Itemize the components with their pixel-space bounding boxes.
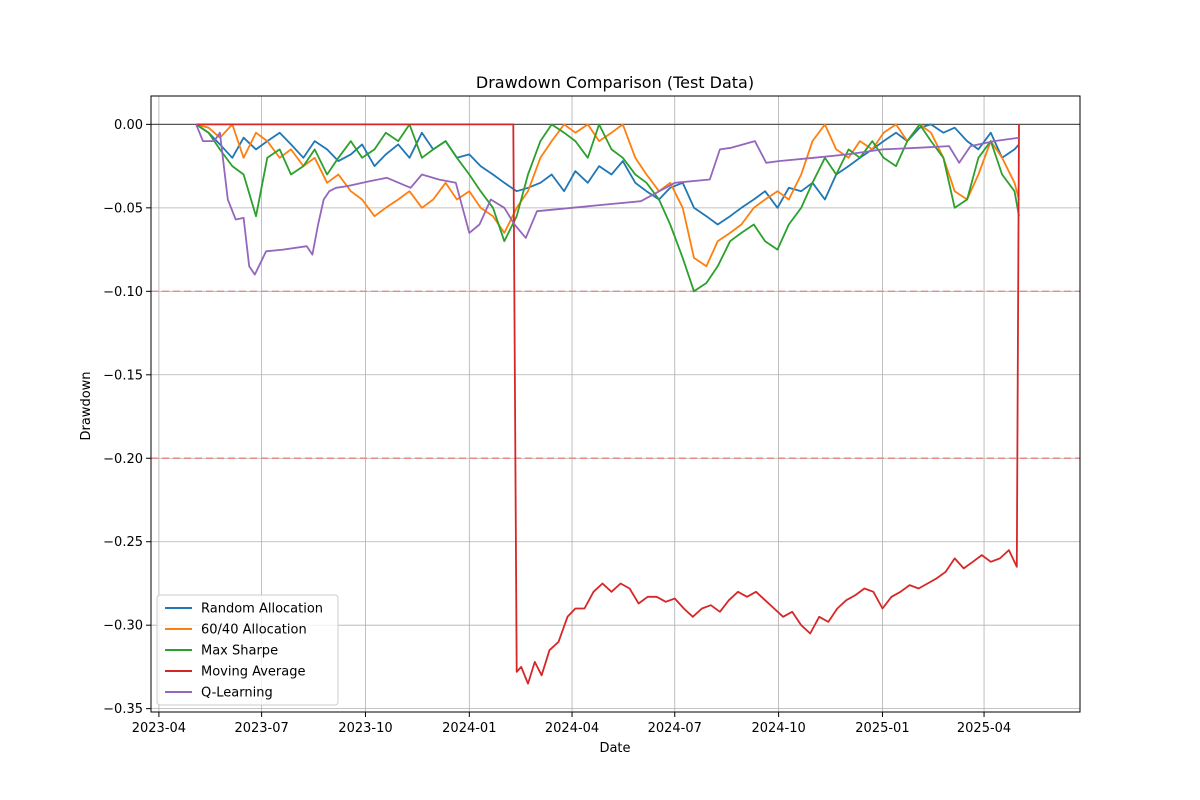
series-lines [195, 123, 1020, 685]
series-line-4 [195, 124, 1020, 276]
x-tick-label: 2023-10 [338, 721, 392, 736]
series-line-0 [195, 123, 1020, 226]
y-tick-label: −0.20 [103, 452, 143, 467]
x-tick-label: 2024-10 [751, 721, 805, 736]
y-tick-label: −0.05 [103, 201, 143, 216]
y-tick-label: −0.15 [103, 368, 143, 383]
y-tick-label: −0.10 [103, 285, 143, 300]
legend-label: Random Allocation [201, 602, 323, 617]
legend-items: Random Allocation 60/40 Allocation Max Sha… [165, 602, 323, 701]
y-axis-ticks: 0.00 −0.05 −0.10 −0.15 −0.20 −0.25 −0.30 −0.35 [103, 118, 151, 717]
series-line-2 [195, 123, 1020, 293]
legend-label: Max Sharpe [201, 644, 278, 659]
x-tick-label: 2023-04 [132, 721, 186, 736]
y-tick-label: −0.30 [103, 619, 143, 634]
legend: Random Allocation 60/40 Allocation Max Sha… [156, 594, 339, 706]
y-tick-label: −0.25 [103, 535, 143, 550]
y-axis-label: Drawdown [79, 371, 94, 440]
x-tick-label: 2024-01 [442, 721, 496, 736]
series-line-3 [196, 123, 1020, 685]
x-tick-label: 2024-04 [545, 721, 599, 736]
plot-area [195, 123, 1020, 685]
axes-frame [150, 95, 1081, 713]
legend-label: Q-Learning [201, 686, 273, 701]
y-tick-label: −0.35 [103, 702, 143, 717]
x-axis-ticks: 2023-04 2023-07 2023-10 2024-01 2024-04 2024-… [132, 712, 1011, 736]
x-axis-label: Date [599, 741, 630, 756]
legend-box [156, 594, 339, 706]
series-line-1 [195, 123, 1020, 268]
legend-label: 60/40 Allocation [201, 623, 307, 638]
legend-label: Moving Average [201, 665, 305, 680]
y-tick-label: 0.00 [114, 118, 143, 133]
x-tick-label: 2024-07 [648, 721, 702, 736]
x-tick-label: 2025-04 [957, 721, 1011, 736]
x-tick-label: 2023-07 [234, 721, 288, 736]
chart-title: Drawdown Comparison (Test Data) [476, 73, 754, 92]
x-tick-label: 2025-01 [855, 721, 909, 736]
